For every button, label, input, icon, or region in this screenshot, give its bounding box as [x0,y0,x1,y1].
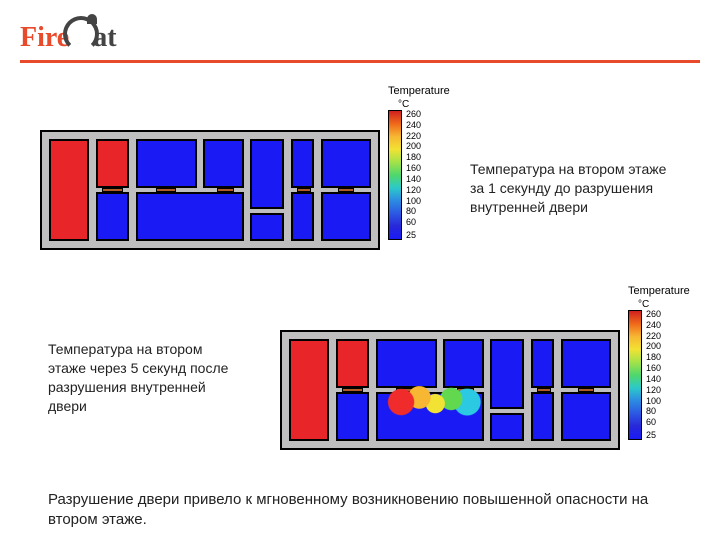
caption-after: Температура на втором этаже через 5 секу… [48,340,238,416]
legend-title: Temperature [388,85,450,97]
legend-tick: 100 [646,397,661,406]
room [561,392,611,441]
color-legend-1: Temperature °C 2602402202001801601401201… [388,85,450,240]
room [250,213,284,241]
legend-ticks-2: 260 240 220200 180 160 140 120 10080 60 25 [646,310,661,440]
summary-text: Разрушение двери привело к мгновенному в… [48,490,680,529]
legend-ticks-1: 260 240 220200 180 160 140 120 10080 60 25 [406,110,421,240]
room [443,339,483,388]
room [136,139,196,188]
floorplan-2 [280,330,620,450]
room [96,139,130,188]
room [531,339,555,388]
legend-tick: 25 [406,231,421,240]
legend-tick: 240 [406,121,421,130]
heatmap-after [280,330,620,450]
firecat-logo: Fireat [20,10,117,54]
door [537,388,550,392]
legend-colorbar [628,310,642,440]
legend-tick: 180 [646,353,661,362]
door [217,188,234,192]
room [336,392,370,441]
legend-tick: 160 [646,364,661,373]
room [203,139,243,188]
door [578,388,595,392]
legend-tick: 120 [406,186,421,195]
heat-plume [376,385,490,415]
legend-tick: 180 [406,153,421,162]
room [376,339,436,388]
legend-tick: 260 [406,110,421,119]
legend-tick: 140 [646,375,661,384]
legend-tick: 260 [646,310,661,319]
legend-tick: 220 [646,332,661,341]
door [342,388,362,392]
room [490,339,524,409]
logo-cat-icon [63,16,99,52]
room [291,139,315,188]
color-legend-2: Temperature °C 2602402202001801601401201… [628,285,690,440]
room [561,339,611,388]
heatmap-before [40,130,380,250]
room [321,139,371,188]
floorplan-1 [40,130,380,250]
legend-tick: 140 [406,175,421,184]
room [96,192,130,241]
legend-tick: 240 [646,321,661,330]
legend-tick: 60 [646,418,661,427]
legend-tick: 120 [646,386,661,395]
room [531,392,555,441]
legend-tick: 220 [406,132,421,141]
legend-title: Temperature [628,285,690,297]
door [156,188,176,192]
room [136,192,244,241]
door [102,188,122,192]
legend-tick: 100 [406,197,421,206]
legend-tick: 200 [646,342,661,351]
legend-tick: 160 [406,164,421,173]
room [291,192,315,241]
legend-tick: 200 [406,142,421,151]
logo-fire: Fire [20,22,69,53]
legend-tick: 60 [406,218,421,227]
header-divider [20,60,700,63]
legend-tick: 80 [406,207,421,216]
room [289,339,329,441]
room [250,139,284,209]
room [49,139,89,241]
door [297,188,310,192]
room [321,192,371,241]
legend-tick: 25 [646,431,661,440]
room [490,413,524,441]
room [336,339,370,388]
legend-tick: 80 [646,407,661,416]
caption-before: Температура на втором этаже за 1 секунду… [470,160,670,217]
door [338,188,355,192]
legend-colorbar [388,110,402,240]
